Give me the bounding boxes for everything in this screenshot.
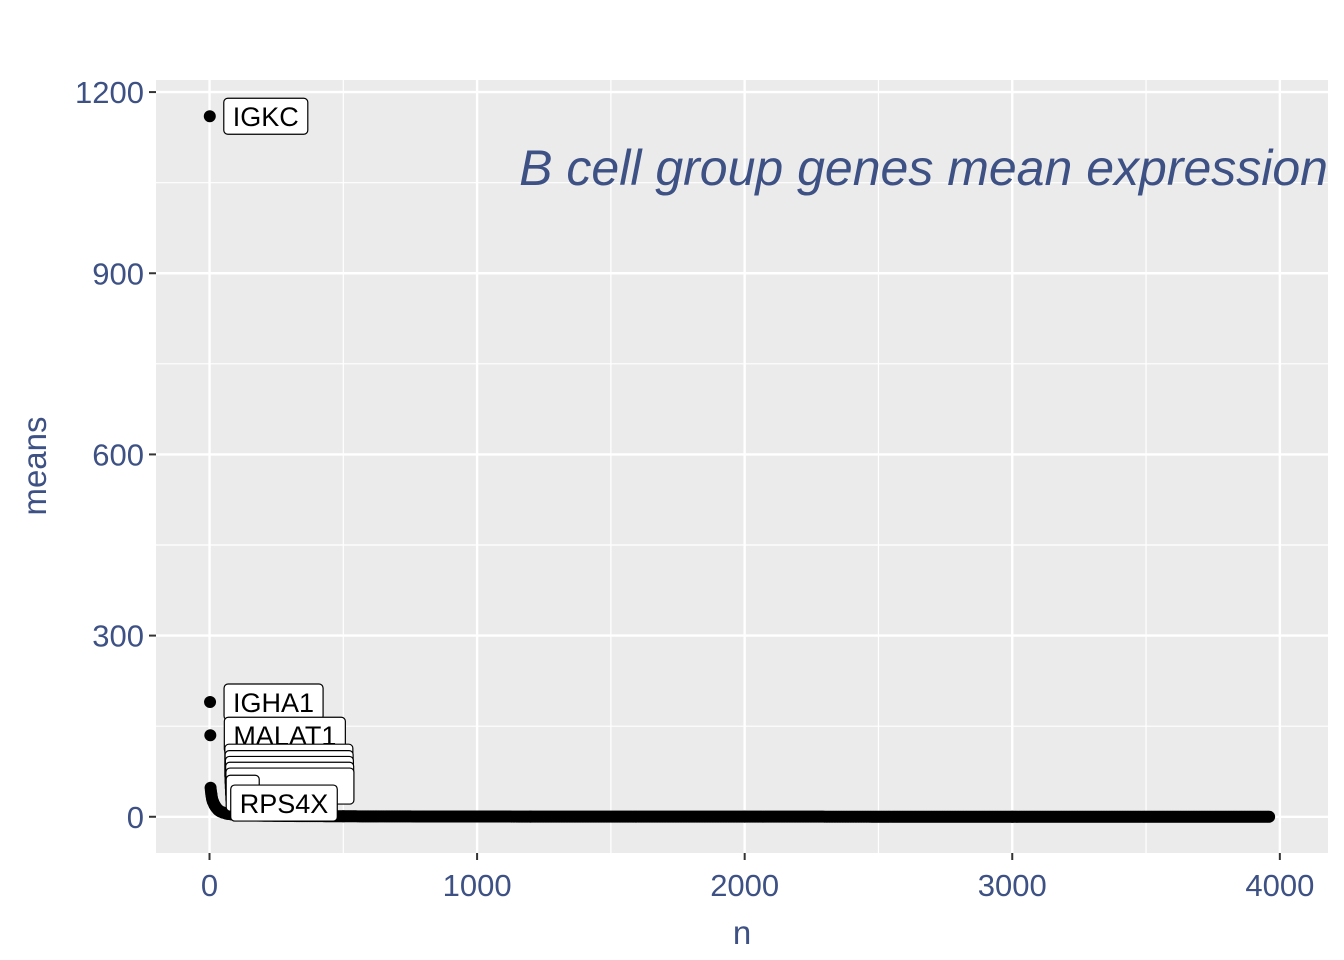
y-axis-title: means <box>16 416 53 515</box>
data-point <box>204 729 217 742</box>
x-tick-label: 1000 <box>443 868 512 903</box>
gene-label-text: IGHA1 <box>233 688 314 718</box>
x-tick-label: 0 <box>201 868 218 903</box>
gene-label-text: IGKC <box>233 102 299 132</box>
data-point <box>203 110 216 123</box>
y-tick-label: 300 <box>92 619 144 654</box>
gene-label-box <box>230 784 338 822</box>
y-tick-label: 600 <box>92 437 144 472</box>
gene-labels: IGKCIGHA1MALAT16RPS4X <box>223 97 355 822</box>
x-tick-label: 2000 <box>710 868 779 903</box>
data-point <box>204 696 217 709</box>
y-tick-label: 0 <box>127 800 144 835</box>
y-tick-label: 1200 <box>75 75 144 110</box>
chart-title: B cell group genes mean expression <box>519 140 1328 196</box>
y-tick-label: 900 <box>92 256 144 291</box>
data-point <box>1261 810 1274 823</box>
gene-label-box <box>223 97 309 135</box>
x-tick-label: 3000 <box>978 868 1047 903</box>
x-tick-label: 4000 <box>1245 868 1314 903</box>
gene-label: IGHA1 <box>223 683 324 721</box>
plot-panel <box>156 80 1328 853</box>
gene-label-text: RPS4X <box>240 789 329 819</box>
x-axis-title: n <box>733 914 751 951</box>
axes: 0 1000 2000 3000 4000 0 300 600 900 1200 <box>75 75 1314 903</box>
gene-label: RPS4X <box>230 784 338 822</box>
gene-label: IGKC <box>223 97 309 135</box>
